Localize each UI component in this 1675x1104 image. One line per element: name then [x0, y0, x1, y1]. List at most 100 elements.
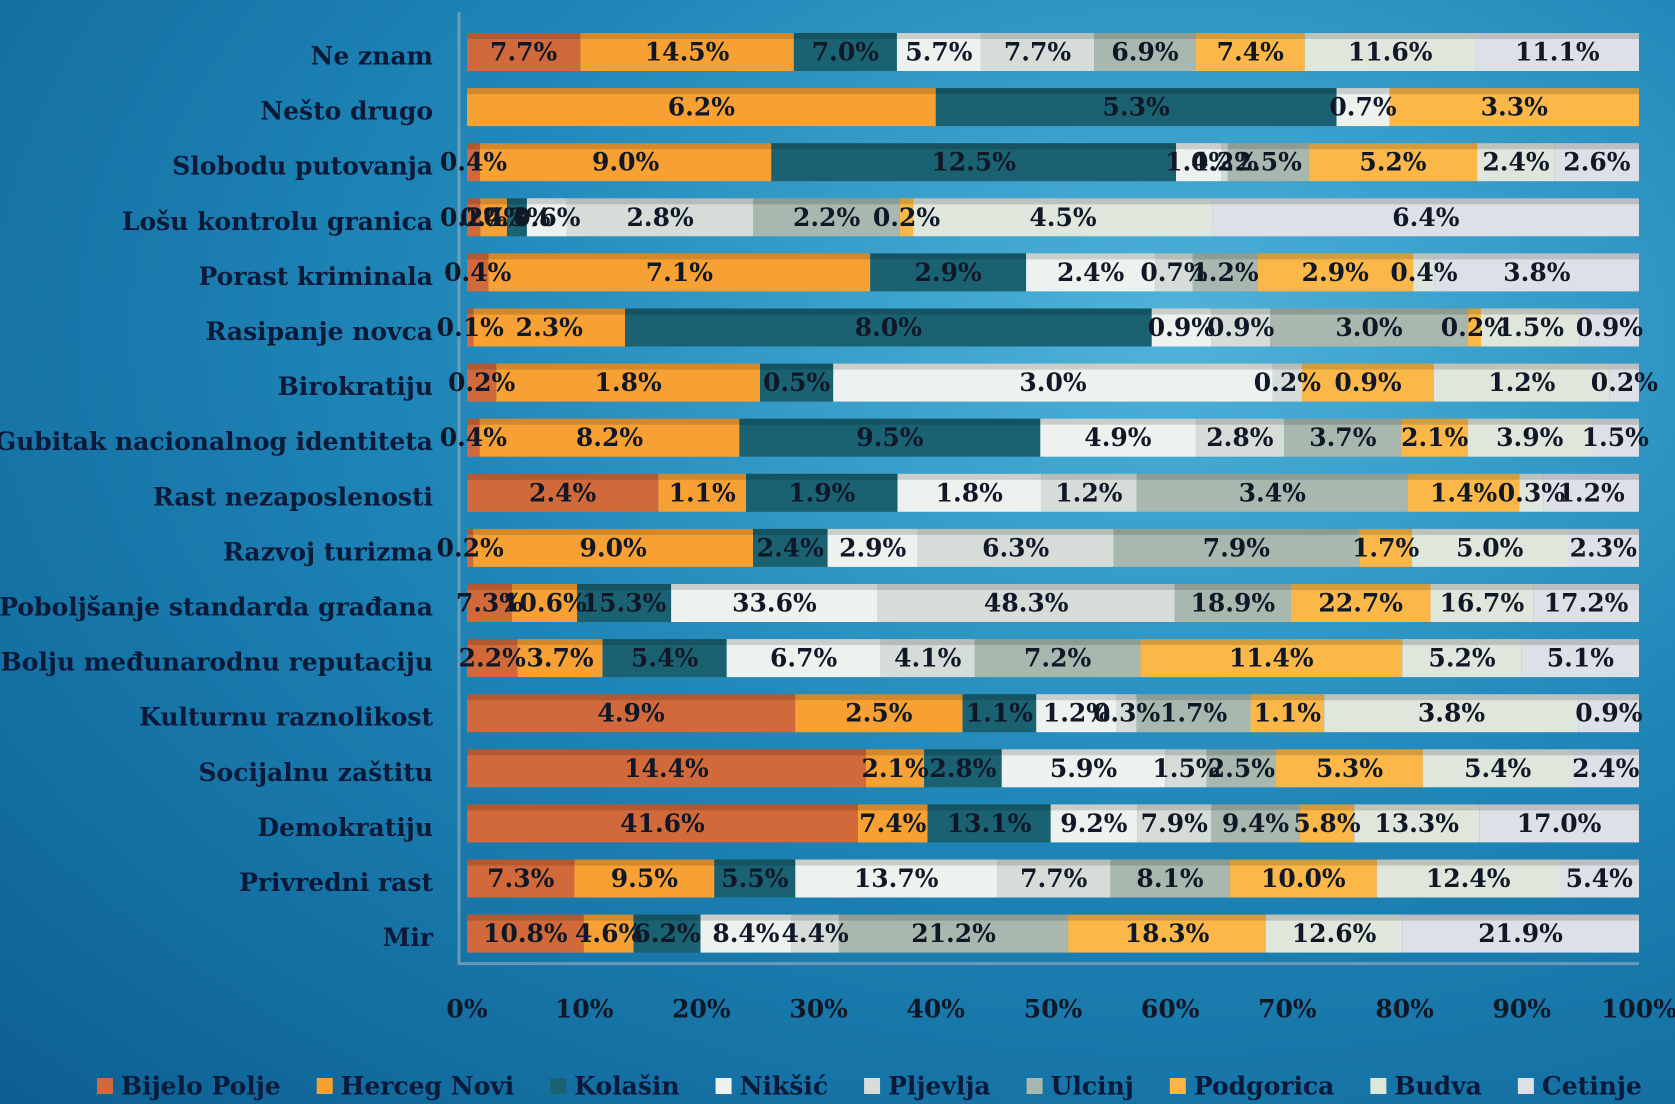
bar-segment	[1212, 198, 1639, 237]
x-tick-label: 10%	[555, 995, 614, 1024]
data-label: 1.2%	[1191, 258, 1258, 287]
bar-segment	[833, 363, 1273, 402]
data-label: 3.0%	[1335, 313, 1402, 342]
bar-segment	[1401, 418, 1468, 457]
bar-segment-top	[753, 198, 900, 205]
bar-segment-top	[1001, 749, 1166, 756]
bar-segment	[746, 473, 898, 512]
bar-segment	[1479, 804, 1639, 843]
data-label: 13.3%	[1374, 809, 1459, 838]
category-label: Kulturnu raznolikost	[139, 703, 433, 732]
data-label: 1.5%	[1582, 423, 1649, 452]
data-label: 1.5%	[1497, 313, 1564, 342]
data-label: 10.8%	[483, 919, 568, 948]
bar-segment	[1041, 473, 1137, 512]
category-label: Ne znam	[311, 42, 434, 71]
bar-segment	[980, 33, 1095, 71]
bar-segment	[574, 859, 715, 898]
bar-segment-top	[1433, 363, 1610, 370]
bar-segment-top	[1402, 914, 1639, 921]
bar-segment-top	[877, 584, 1175, 590]
legend-label: Ulcinj	[1051, 1072, 1134, 1101]
data-label: 33.6%	[732, 589, 817, 618]
data-label: 22.7%	[1318, 589, 1403, 618]
category-label: Demokratiju	[257, 813, 433, 842]
bar-segment-top	[726, 639, 881, 646]
data-label: 0.2%	[436, 533, 503, 562]
data-label: 0.9%	[1148, 313, 1215, 342]
bar-segment-top	[467, 143, 480, 150]
data-label: 2.8%	[929, 754, 996, 783]
bar-segment-top	[1434, 253, 1639, 260]
bar-segment-top	[1176, 143, 1222, 150]
data-label: 11.6%	[1348, 38, 1433, 67]
bar-segment	[506, 198, 527, 237]
bar-segment	[479, 143, 772, 182]
data-label: 4.9%	[1084, 423, 1151, 452]
bar-segment	[467, 33, 581, 71]
bar-segment	[566, 198, 754, 237]
category-label: Gubitak nacionalnog identiteta	[0, 427, 433, 456]
data-label: 2.6%	[1563, 148, 1630, 177]
bar-segment	[1136, 473, 1408, 512]
bar-segment-top	[913, 198, 1213, 205]
bar-segment	[827, 528, 918, 567]
data-label: 9.0%	[592, 148, 659, 177]
data-label: 9.0%	[579, 533, 646, 562]
data-label: 0.2%	[448, 368, 515, 397]
data-label: 2.9%	[1302, 258, 1369, 287]
bar-segment	[997, 859, 1111, 898]
bar-segment	[1265, 914, 1403, 953]
bar-segment	[467, 418, 480, 457]
bar-segment-top	[1354, 804, 1480, 811]
bar-segment	[467, 308, 474, 347]
data-label: 5.3%	[1103, 93, 1170, 122]
data-label: 7.9%	[1203, 533, 1270, 562]
data-label: 0.4%	[444, 258, 511, 287]
bar-segment-top	[1402, 639, 1522, 646]
bar-segment	[467, 694, 796, 733]
x-tick-label: 50%	[1024, 995, 1083, 1024]
bar-segment	[1036, 694, 1117, 733]
bar-segment	[1480, 308, 1580, 347]
data-label: 9.5%	[611, 864, 678, 893]
data-label: 2.1%	[1401, 423, 1468, 452]
bar-segment-top	[467, 749, 866, 756]
legend-label: Kolašin	[574, 1072, 679, 1101]
bar-segment	[1591, 418, 1639, 457]
bar-segment	[1519, 473, 1544, 512]
bar-segment	[913, 198, 1213, 237]
bar-segment	[1211, 804, 1300, 843]
legend-swatch	[1026, 1078, 1043, 1094]
data-label: 4.1%	[894, 644, 961, 673]
bar-segment	[1308, 143, 1478, 182]
data-label: 0.2%	[1591, 368, 1658, 397]
bar-segment	[1151, 308, 1212, 347]
data-label: 7.2%	[1024, 644, 1091, 673]
data-label: 1.1%	[966, 699, 1033, 728]
bar-segment	[1221, 143, 1228, 182]
data-label: 1.1%	[669, 478, 736, 507]
data-label: 5.5%	[721, 864, 788, 893]
bar-segment	[467, 528, 474, 567]
bar-segment-top	[1559, 859, 1639, 866]
bar-segment	[1533, 584, 1639, 622]
category-label: Rasipanje novca	[206, 317, 433, 346]
x-tick-label: 90%	[1493, 995, 1552, 1024]
data-label: 1.2%	[1043, 699, 1110, 728]
data-label: 0.4%	[460, 203, 527, 232]
data-label: 0.9%	[1575, 699, 1642, 728]
bar-segment-top	[467, 198, 481, 205]
bar-segment-top	[962, 694, 1037, 701]
bar-segment-top	[1136, 694, 1251, 701]
bar-segment-top	[1211, 308, 1271, 315]
bar-segment	[1299, 804, 1355, 843]
bar-segment-top	[917, 528, 1114, 535]
bar-segment	[467, 253, 489, 292]
data-label: 1.8%	[936, 478, 1003, 507]
bar-segment-top	[633, 914, 701, 921]
data-label: 1.8%	[595, 368, 662, 397]
bar-segment	[1578, 694, 1639, 733]
bar-segment-top	[1389, 88, 1639, 95]
bar-segment	[1554, 143, 1639, 182]
